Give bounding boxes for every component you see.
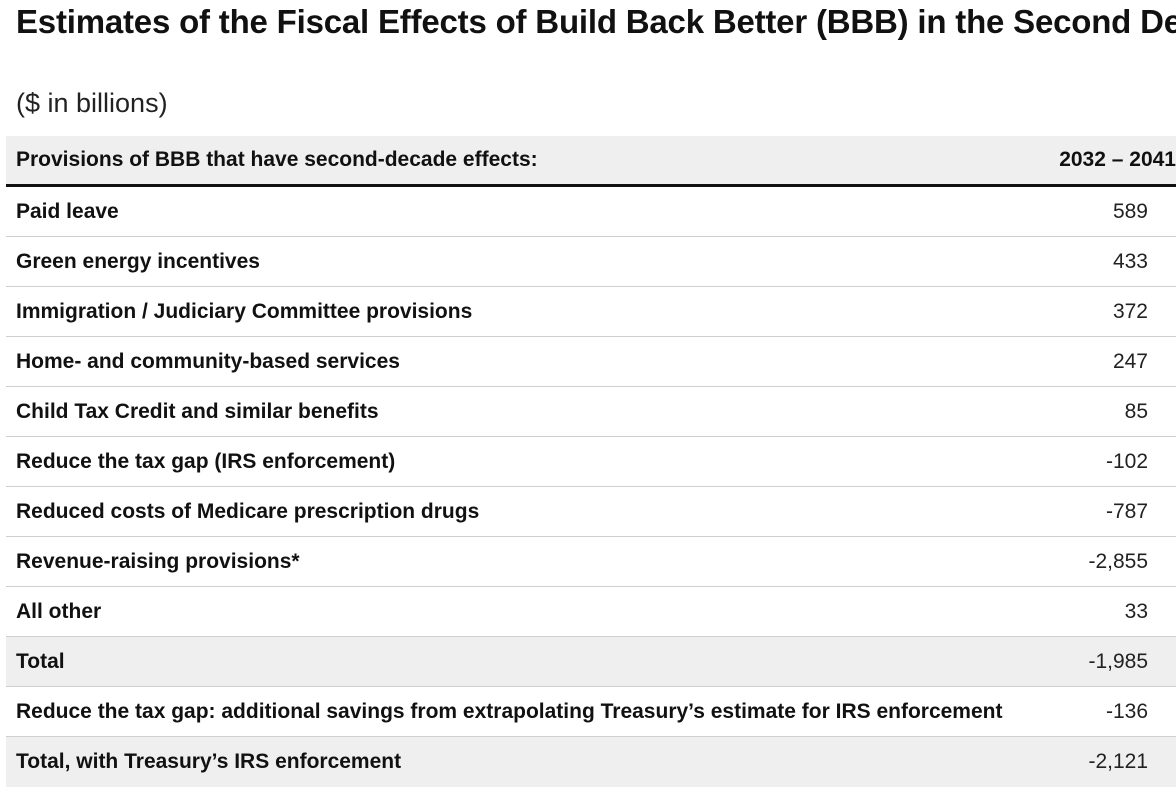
row-label: Reduce the tax gap: additional savings f… [16,699,1003,723]
table-header-row: Provisions of BBB that have second-decad… [6,136,1176,187]
row-label: Home- and community-based services [16,349,400,373]
row-value: -102 [1105,449,1148,473]
table-row-revenue-raising: Revenue-raising provisions* -2,855 [6,537,1176,587]
page-subtitle: ($ in billions) [16,88,168,118]
row-value: -2,855 [1088,549,1148,573]
row-value: 372 [1112,299,1148,323]
table-row-additional-savings: Reduce the tax gap: additional savings f… [6,687,1176,737]
header-years: 2032 – 2041 [1059,148,1176,171]
table-row-green-energy: Green energy incentives 433 [6,237,1176,287]
row-label: All other [16,599,102,623]
table-row-all-other: All other 33 [6,587,1176,637]
table-row-immigration: Immigration / Judiciary Committee provis… [6,287,1176,337]
row-value: 589 [1112,199,1148,223]
row-value: 85 [1124,399,1148,423]
row-label: Revenue-raising provisions* [16,549,300,573]
row-value: -136 [1105,699,1148,723]
page-title: Estimates of the Fiscal Effects of Build… [16,3,1176,40]
row-label: Paid leave [16,199,119,223]
row-label: Immigration / Judiciary Committee provis… [16,299,473,323]
table-row-tax-gap: Reduce the tax gap (IRS enforcement) -10… [6,437,1176,487]
row-label: Total [16,649,65,673]
row-value: 433 [1112,249,1148,273]
row-label: Total, with Treasury’s IRS enforcement [16,750,402,773]
table-row-paid-leave: Paid leave 589 [6,187,1176,237]
row-label: Green energy incentives [16,249,260,273]
table-row-child-tax-credit: Child Tax Credit and similar benefits 85 [6,387,1176,437]
table-row-total: Total -1,985 [6,637,1176,687]
header-provisions: Provisions of BBB that have second-decad… [16,148,538,171]
row-value: -787 [1105,499,1148,523]
row-value: 33 [1124,599,1148,623]
row-label: Reduced costs of Medicare prescription d… [16,499,480,523]
table-row-home-community: Home- and community-based services 247 [6,337,1176,387]
row-value: 247 [1112,349,1148,373]
table-row-total-with-treasury: Total, with Treasury’s IRS enforcement -… [6,737,1176,787]
row-value: -2,121 [1088,750,1148,773]
fiscal-effects-table: Provisions of BBB that have second-decad… [6,136,1176,787]
row-label: Reduce the tax gap (IRS enforcement) [16,449,396,473]
table-row-medicare-drugs: Reduced costs of Medicare prescription d… [6,487,1176,537]
row-value: -1,985 [1088,649,1148,673]
row-label: Child Tax Credit and similar benefits [16,399,379,423]
